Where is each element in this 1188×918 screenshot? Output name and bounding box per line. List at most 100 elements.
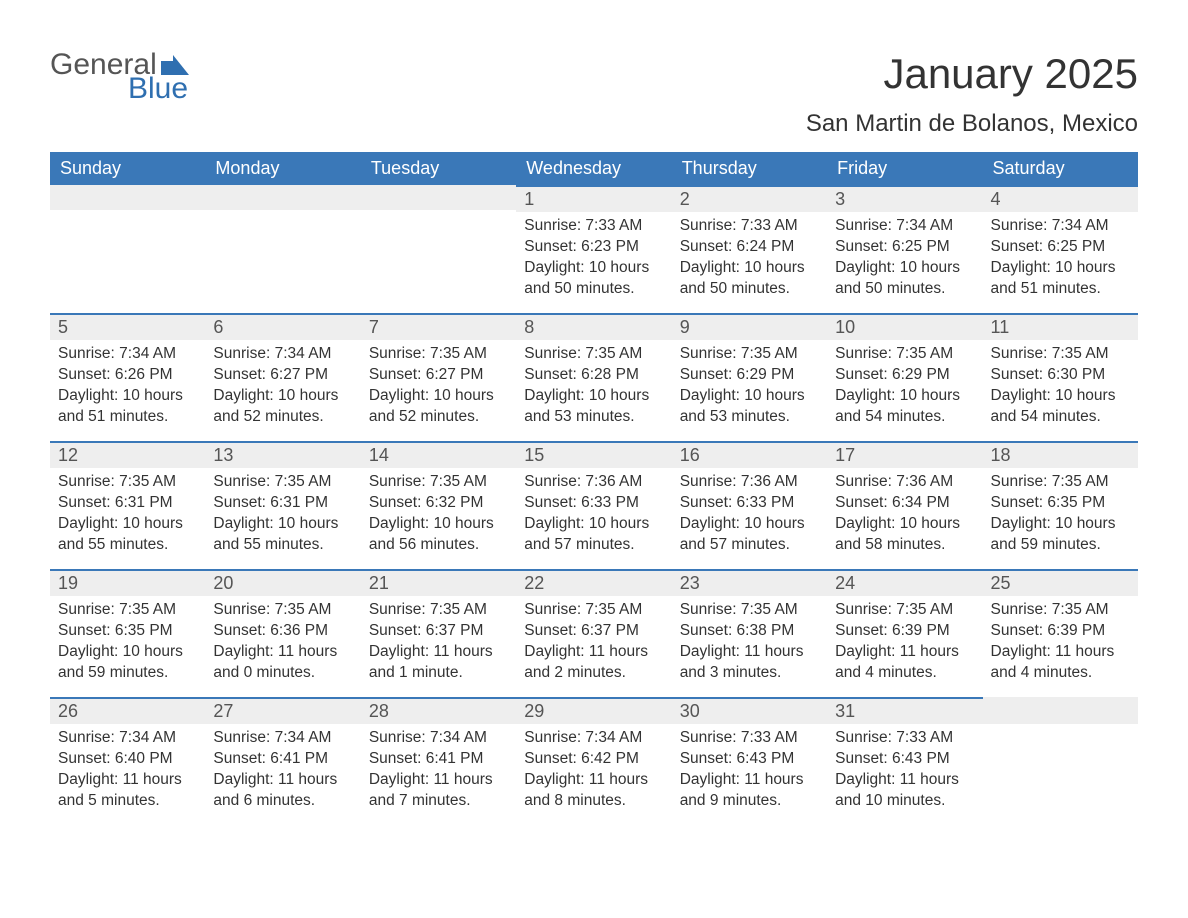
calendar-week: 5Sunrise: 7:34 AMSunset: 6:26 PMDaylight… — [50, 313, 1138, 441]
day-number: 26 — [50, 697, 205, 724]
daylight-text-2: and 53 minutes. — [524, 407, 663, 428]
day-number: 30 — [672, 697, 827, 724]
sunset-text: Sunset: 6:42 PM — [524, 749, 663, 770]
daylight-text-1: Daylight: 10 hours — [213, 514, 352, 535]
day-number: 9 — [672, 313, 827, 340]
daylight-text-2: and 1 minute. — [369, 663, 508, 684]
day-details: Sunrise: 7:34 AMSunset: 6:25 PMDaylight:… — [827, 212, 982, 308]
daylight-text-2: and 2 minutes. — [524, 663, 663, 684]
calendar-cell: 30Sunrise: 7:33 AMSunset: 6:43 PMDayligh… — [672, 697, 827, 825]
daylight-text-2: and 4 minutes. — [835, 663, 974, 684]
calendar-cell: 4Sunrise: 7:34 AMSunset: 6:25 PMDaylight… — [983, 185, 1138, 313]
daylight-text-1: Daylight: 11 hours — [524, 770, 663, 791]
daylight-text-1: Daylight: 10 hours — [835, 258, 974, 279]
sunset-text: Sunset: 6:36 PM — [213, 621, 352, 642]
sunrise-text: Sunrise: 7:35 AM — [835, 600, 974, 621]
daylight-text-1: Daylight: 10 hours — [991, 514, 1130, 535]
day-details: Sunrise: 7:33 AMSunset: 6:24 PMDaylight:… — [672, 212, 827, 308]
calendar-cell: 11Sunrise: 7:35 AMSunset: 6:30 PMDayligh… — [983, 313, 1138, 441]
calendar-week: 19Sunrise: 7:35 AMSunset: 6:35 PMDayligh… — [50, 569, 1138, 697]
day-number: 17 — [827, 441, 982, 468]
sunrise-text: Sunrise: 7:34 AM — [369, 728, 508, 749]
day-details: Sunrise: 7:35 AMSunset: 6:35 PMDaylight:… — [983, 468, 1138, 564]
calendar-week: 12Sunrise: 7:35 AMSunset: 6:31 PMDayligh… — [50, 441, 1138, 569]
daylight-text-1: Daylight: 11 hours — [369, 770, 508, 791]
sunset-text: Sunset: 6:28 PM — [524, 365, 663, 386]
day-details: Sunrise: 7:35 AMSunset: 6:37 PMDaylight:… — [361, 596, 516, 692]
daylight-text-2: and 54 minutes. — [991, 407, 1130, 428]
sunset-text: Sunset: 6:25 PM — [835, 237, 974, 258]
sunset-text: Sunset: 6:38 PM — [680, 621, 819, 642]
daylight-text-2: and 50 minutes. — [524, 279, 663, 300]
calendar-cell-empty — [205, 185, 360, 313]
daylight-text-2: and 55 minutes. — [58, 535, 197, 556]
brand-flag-icon — [161, 55, 189, 75]
brand-logo: General Blue — [50, 50, 189, 104]
daylight-text-1: Daylight: 10 hours — [991, 258, 1130, 279]
sunrise-text: Sunrise: 7:35 AM — [213, 600, 352, 621]
day-details: Sunrise: 7:33 AMSunset: 6:43 PMDaylight:… — [672, 724, 827, 820]
day-number: 16 — [672, 441, 827, 468]
daylight-text-2: and 58 minutes. — [835, 535, 974, 556]
sunset-text: Sunset: 6:33 PM — [524, 493, 663, 514]
calendar-cell: 8Sunrise: 7:35 AMSunset: 6:28 PMDaylight… — [516, 313, 671, 441]
weekday-header: Wednesday — [516, 152, 671, 185]
day-number: 4 — [983, 185, 1138, 212]
day-details: Sunrise: 7:35 AMSunset: 6:30 PMDaylight:… — [983, 340, 1138, 436]
sunrise-text: Sunrise: 7:35 AM — [369, 600, 508, 621]
day-number: 31 — [827, 697, 982, 724]
sunrise-text: Sunrise: 7:35 AM — [524, 344, 663, 365]
calendar-cell: 28Sunrise: 7:34 AMSunset: 6:41 PMDayligh… — [361, 697, 516, 825]
sunset-text: Sunset: 6:24 PM — [680, 237, 819, 258]
sunset-text: Sunset: 6:32 PM — [369, 493, 508, 514]
sunset-text: Sunset: 6:33 PM — [680, 493, 819, 514]
sunrise-text: Sunrise: 7:35 AM — [991, 344, 1130, 365]
daylight-text-2: and 51 minutes. — [58, 407, 197, 428]
sunrise-text: Sunrise: 7:35 AM — [369, 344, 508, 365]
daylight-text-1: Daylight: 10 hours — [369, 514, 508, 535]
weekday-header: Friday — [827, 152, 982, 185]
sunset-text: Sunset: 6:39 PM — [991, 621, 1130, 642]
calendar-cell: 9Sunrise: 7:35 AMSunset: 6:29 PMDaylight… — [672, 313, 827, 441]
sunrise-text: Sunrise: 7:35 AM — [213, 472, 352, 493]
day-number: 19 — [50, 569, 205, 596]
calendar-cell: 29Sunrise: 7:34 AMSunset: 6:42 PMDayligh… — [516, 697, 671, 825]
sunrise-text: Sunrise: 7:36 AM — [835, 472, 974, 493]
daylight-text-1: Daylight: 11 hours — [680, 642, 819, 663]
day-number: 24 — [827, 569, 982, 596]
daylight-text-1: Daylight: 10 hours — [680, 386, 819, 407]
calendar-cell: 5Sunrise: 7:34 AMSunset: 6:26 PMDaylight… — [50, 313, 205, 441]
daylight-text-1: Daylight: 11 hours — [835, 770, 974, 791]
calendar-cell: 24Sunrise: 7:35 AMSunset: 6:39 PMDayligh… — [827, 569, 982, 697]
calendar-cell: 22Sunrise: 7:35 AMSunset: 6:37 PMDayligh… — [516, 569, 671, 697]
calendar-cell-empty — [50, 185, 205, 313]
calendar-cell: 19Sunrise: 7:35 AMSunset: 6:35 PMDayligh… — [50, 569, 205, 697]
sunrise-text: Sunrise: 7:35 AM — [991, 600, 1130, 621]
daylight-text-1: Daylight: 10 hours — [524, 386, 663, 407]
day-details: Sunrise: 7:35 AMSunset: 6:37 PMDaylight:… — [516, 596, 671, 692]
day-number: 18 — [983, 441, 1138, 468]
day-details: Sunrise: 7:35 AMSunset: 6:29 PMDaylight:… — [672, 340, 827, 436]
sunset-text: Sunset: 6:35 PM — [58, 621, 197, 642]
sunset-text: Sunset: 6:29 PM — [680, 365, 819, 386]
weekday-header: Monday — [205, 152, 360, 185]
daylight-text-1: Daylight: 10 hours — [680, 258, 819, 279]
day-number: 23 — [672, 569, 827, 596]
day-details: Sunrise: 7:34 AMSunset: 6:27 PMDaylight:… — [205, 340, 360, 436]
daylight-text-1: Daylight: 10 hours — [58, 386, 197, 407]
sunrise-text: Sunrise: 7:35 AM — [680, 600, 819, 621]
daylight-text-2: and 50 minutes. — [680, 279, 819, 300]
calendar-week: 26Sunrise: 7:34 AMSunset: 6:40 PMDayligh… — [50, 697, 1138, 825]
location: San Martin de Bolanos, Mexico — [806, 110, 1138, 138]
daylight-text-2: and 52 minutes. — [369, 407, 508, 428]
calendar-cell: 31Sunrise: 7:33 AMSunset: 6:43 PMDayligh… — [827, 697, 982, 825]
day-number: 12 — [50, 441, 205, 468]
title-block: January 2025 San Martin de Bolanos, Mexi… — [806, 50, 1138, 138]
sunrise-text: Sunrise: 7:34 AM — [991, 216, 1130, 237]
calendar-cell: 14Sunrise: 7:35 AMSunset: 6:32 PMDayligh… — [361, 441, 516, 569]
calendar-cell: 7Sunrise: 7:35 AMSunset: 6:27 PMDaylight… — [361, 313, 516, 441]
day-details: Sunrise: 7:35 AMSunset: 6:39 PMDaylight:… — [983, 596, 1138, 692]
daylight-text-1: Daylight: 10 hours — [58, 642, 197, 663]
day-number: 29 — [516, 697, 671, 724]
calendar-cell: 13Sunrise: 7:35 AMSunset: 6:31 PMDayligh… — [205, 441, 360, 569]
